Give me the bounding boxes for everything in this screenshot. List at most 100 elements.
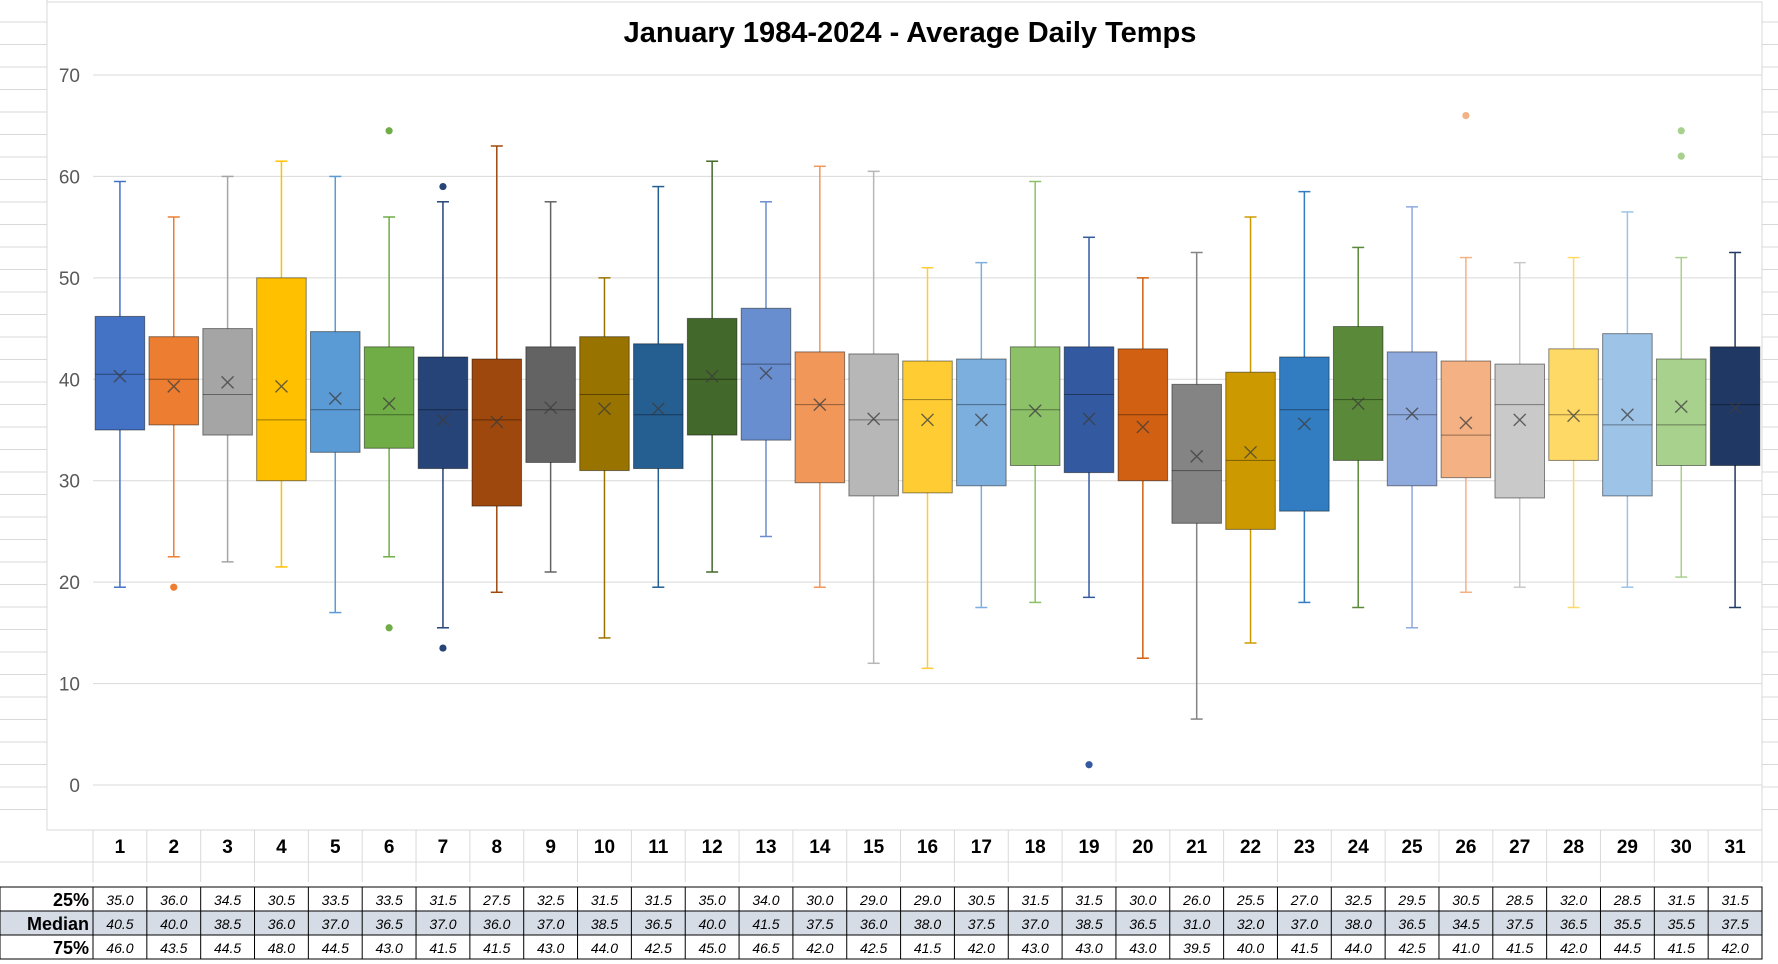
- box-iqr: [1440, 360, 1492, 479]
- table-cell: 25.5: [1236, 892, 1264, 908]
- box-iqr: [363, 346, 415, 449]
- mean-marker: [1028, 404, 1042, 418]
- table-cell: 42.0: [1721, 940, 1748, 956]
- category-label: 27: [1509, 837, 1530, 858]
- mean-marker: [1567, 409, 1581, 423]
- table-cell: 28.5: [1505, 892, 1533, 908]
- outlier-point: [1677, 127, 1685, 135]
- box-day-3: [202, 175, 253, 563]
- table-cell: 42.5: [1398, 940, 1425, 956]
- mean-marker: [1136, 420, 1150, 434]
- table-cell: 26.0: [1182, 892, 1210, 908]
- table-cell: 44.5: [322, 940, 349, 956]
- box-day-24: [1332, 246, 1384, 609]
- box-series: [94, 111, 1761, 769]
- chart-title: January 1984-2024 - Average Daily Temps: [624, 17, 1197, 49]
- category-label: 8: [492, 837, 503, 858]
- category-label: 20: [1132, 837, 1153, 858]
- table-cell: 38.0: [914, 916, 941, 932]
- category-label: 6: [384, 837, 395, 858]
- table-cell: 42.5: [860, 940, 887, 956]
- mean-marker: [1674, 400, 1688, 414]
- table-cell: 37.0: [429, 916, 456, 932]
- table-cell: 32.5: [1345, 892, 1372, 908]
- box-iqr: [633, 343, 684, 470]
- category-label: 30: [1671, 837, 1692, 858]
- y-tick-label: 10: [59, 675, 80, 696]
- table-cell: 34.5: [214, 892, 241, 908]
- table-outline: [0, 886, 1763, 960]
- box-iqr: [471, 358, 523, 507]
- table-cell: 31.5: [1721, 892, 1748, 908]
- table-cell: 38.5: [1075, 916, 1102, 932]
- mean-marker: [382, 397, 396, 411]
- category-label: 19: [1078, 837, 1099, 858]
- table-cell: 43.0: [1075, 940, 1102, 956]
- mean-marker: [1405, 407, 1419, 421]
- box-iqr: [256, 277, 307, 482]
- table-cell: 37.5: [806, 916, 833, 932]
- y-tick-label: 40: [59, 370, 80, 391]
- category-label: 3: [222, 837, 233, 858]
- box-iqr: [1063, 346, 1115, 474]
- table-cell: 33.5: [322, 892, 349, 908]
- mean-marker: [1190, 449, 1204, 463]
- table-cell: 31.5: [1022, 892, 1049, 908]
- table-cell: 38.5: [591, 916, 618, 932]
- box-iqr: [1494, 363, 1545, 499]
- table-cell: 32.5: [537, 892, 564, 908]
- table-cell: 35.5: [1668, 916, 1695, 932]
- table-cell: 44.5: [214, 940, 241, 956]
- table-cell: 28.5: [1613, 892, 1641, 908]
- table-cell: 48.0: [268, 940, 295, 956]
- mean-marker: [1728, 401, 1742, 415]
- mean-marker: [328, 392, 342, 406]
- stats-table: 25% 35.0 36.0 34.5 30.5 33.5 33.5 31.5 27.5 32.5 3…: [0, 886, 1763, 960]
- box-day-8: [471, 145, 523, 594]
- table-cell: 34.0: [752, 892, 779, 908]
- table-cell: 44.0: [591, 940, 618, 956]
- mean-marker: [1459, 416, 1473, 430]
- mean-marker: [221, 375, 235, 389]
- table-row-header: 25%: [53, 890, 89, 910]
- box-day-12: [686, 160, 738, 573]
- category-label: 23: [1294, 837, 1315, 858]
- box-iqr: [1386, 351, 1438, 487]
- box-day-21: [1171, 251, 1222, 720]
- mean-marker: [705, 369, 719, 383]
- mean-marker: [597, 402, 611, 416]
- table-cell: 38.0: [1345, 916, 1372, 932]
- table-cell: 35.5: [1614, 916, 1641, 932]
- outlier-point: [1677, 152, 1685, 160]
- table-cell: 46.0: [106, 940, 133, 956]
- mean-marker: [759, 366, 773, 380]
- y-axis-tick-labels: 0 10 20 30 40 50 60 70: [59, 66, 80, 797]
- mean-marker: [274, 379, 288, 393]
- category-label: 2: [168, 837, 179, 858]
- y-tick-label: 20: [59, 573, 80, 594]
- mean-marker: [867, 412, 881, 426]
- table-cell: 44.5: [1614, 940, 1641, 956]
- table-cell: 32.0: [1560, 892, 1587, 908]
- table-cell: 31.5: [1075, 892, 1102, 908]
- table-cell: 30.5: [1452, 892, 1479, 908]
- table-cell: 41.5: [483, 940, 510, 956]
- table-cell: 27.0: [1290, 892, 1318, 908]
- mean-marker: [921, 413, 934, 427]
- table-cell: 37.5: [1721, 916, 1748, 932]
- category-label: 7: [438, 837, 449, 858]
- box-iqr: [579, 336, 630, 472]
- table-cell: 36.5: [645, 916, 672, 932]
- category-label: 22: [1240, 837, 1261, 858]
- mean-marker: [1082, 412, 1096, 426]
- table-cell: 27.5: [482, 892, 510, 908]
- box-day-9: [525, 201, 576, 573]
- box-day-19: [1063, 236, 1115, 769]
- box-day-13: [740, 201, 792, 538]
- box-day-4: [256, 160, 307, 568]
- table-cell: 31.5: [591, 892, 618, 908]
- table-cell: 37.5: [1506, 916, 1533, 932]
- box-day-25: [1386, 206, 1438, 629]
- category-label: 10: [594, 837, 615, 858]
- box-day-26: [1440, 111, 1492, 594]
